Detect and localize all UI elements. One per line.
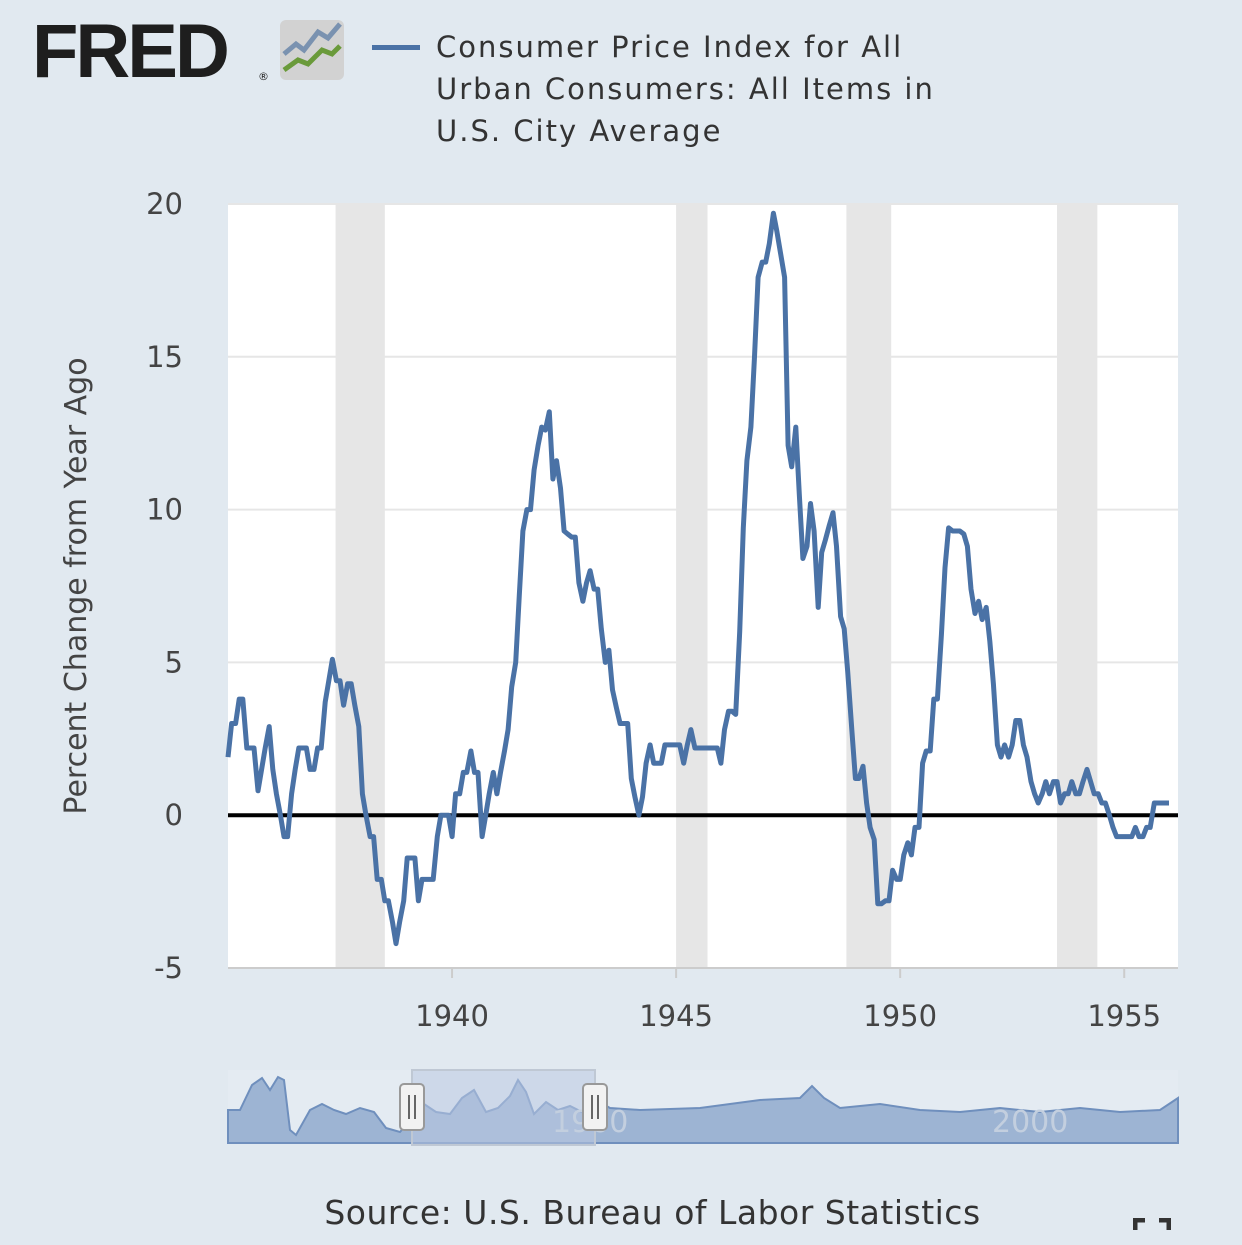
y-axis-label: Percent Change from Year Ago [59,357,94,814]
y-tick-label-20: 20 [146,187,183,221]
line-chart-icon [280,20,344,80]
registered-mark: ® [258,70,269,83]
legend-swatch [372,45,420,50]
y-tick-label--5: -5 [154,951,183,985]
x-tick-label-1945: 1945 [639,999,713,1033]
recession-band-1 [676,204,708,968]
recession-shading [335,204,1098,968]
y-tick-label-0: 0 [165,798,183,832]
recession-band-0 [335,204,385,968]
y-axis-ticks: -5 0 5 10 15 20 [146,187,183,985]
navigator-handle-right[interactable] [582,1083,608,1131]
recession-band-3 [1057,204,1098,968]
legend-label[interactable]: Consumer Price Index for All Urban Consu… [436,30,935,148]
x-tick-label-1955: 1955 [1087,999,1161,1033]
y-tick-label-10: 10 [146,493,183,527]
x-tick-label-1940: 1940 [415,999,489,1033]
series-line-cpi[interactable] [225,210,1169,947]
recession-band-2 [846,204,892,968]
fred-logo[interactable]: FRED [32,9,230,94]
y-tick-label-5: 5 [165,645,183,679]
navigator-handle-left[interactable] [399,1083,425,1131]
grid-lines [228,203,1178,969]
x-tick-label-1950: 1950 [863,999,937,1033]
source-note: Source: U.S. Bureau of Labor Statistics [324,1193,981,1232]
navigator[interactable]: 1960 2000 [227,1069,1179,1146]
fullscreen-icon[interactable] [1133,1218,1171,1245]
navigator-selection[interactable] [411,1069,596,1146]
x-axis-ticks: 1940 1945 1950 1955 [415,968,1161,1033]
navigator-label-2000: 2000 [992,1105,1068,1140]
y-tick-label-15: 15 [146,340,183,374]
